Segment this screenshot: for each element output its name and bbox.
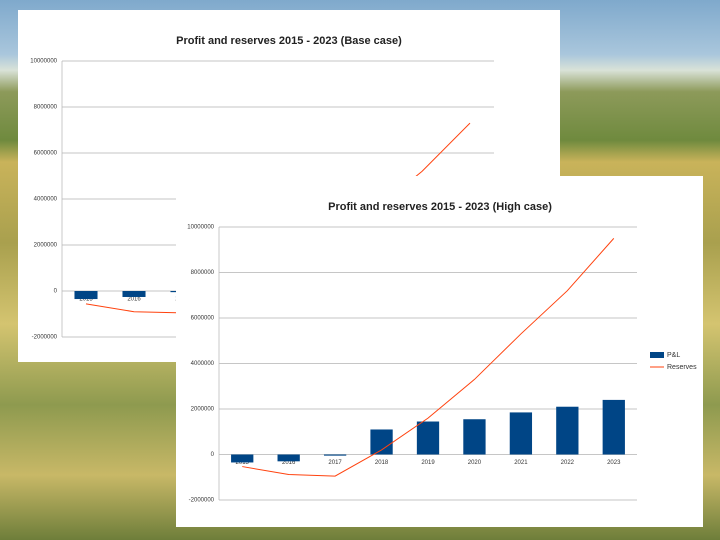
legend-label: Reserves <box>667 364 697 371</box>
chart-title: Profit and reserves 2015 - 2023 (Base ca… <box>176 35 402 47</box>
legend-label: P&L <box>667 352 680 359</box>
bar <box>602 399 625 455</box>
x-tick-label: 2021 <box>514 460 528 466</box>
bar <box>74 291 98 300</box>
line <box>242 238 615 477</box>
y-tick-label: 0 <box>54 289 58 295</box>
bar <box>370 429 393 455</box>
x-tick-label: 2017 <box>328 460 342 466</box>
chart-panel <box>176 176 703 527</box>
y-tick-label: 10000000 <box>187 225 214 231</box>
y-tick-label: 2000000 <box>191 407 215 413</box>
x-tick-label: 2016 <box>282 460 296 466</box>
bar <box>463 419 486 455</box>
x-tick-label: 2023 <box>607 460 621 466</box>
x-tick-label: 2016 <box>127 297 141 303</box>
bar <box>122 291 146 297</box>
bar <box>556 406 579 455</box>
y-tick-label: 8000000 <box>191 270 215 276</box>
x-tick-label: 2020 <box>468 460 482 466</box>
legend-swatch <box>650 352 664 358</box>
bar <box>509 412 533 455</box>
bar <box>416 421 440 455</box>
x-tick-label: 2022 <box>561 460 575 466</box>
chart: Profit and reserves 2015 - 2023 (High ca… <box>176 176 703 527</box>
y-tick-label: 0 <box>211 452 215 458</box>
y-tick-label: 2000000 <box>34 243 58 249</box>
y-tick-label: -2000000 <box>189 498 215 504</box>
x-tick-label: 2019 <box>421 460 435 466</box>
y-tick-label: 10000000 <box>30 59 57 65</box>
y-tick-label: 4000000 <box>191 361 215 367</box>
y-tick-label: 8000000 <box>34 105 58 111</box>
chart-title: Profit and reserves 2015 - 2023 (High ca… <box>328 201 552 213</box>
y-tick-label: 6000000 <box>191 316 215 322</box>
y-tick-label: -2000000 <box>32 335 58 341</box>
x-tick-label: 2015 <box>79 297 93 303</box>
bar <box>231 454 254 463</box>
y-tick-label: 6000000 <box>34 151 58 157</box>
bar <box>323 454 347 456</box>
x-tick-label: 2015 <box>236 460 250 466</box>
y-tick-label: 4000000 <box>34 197 58 203</box>
x-tick-label: 2018 <box>375 460 389 466</box>
bar <box>277 454 300 462</box>
